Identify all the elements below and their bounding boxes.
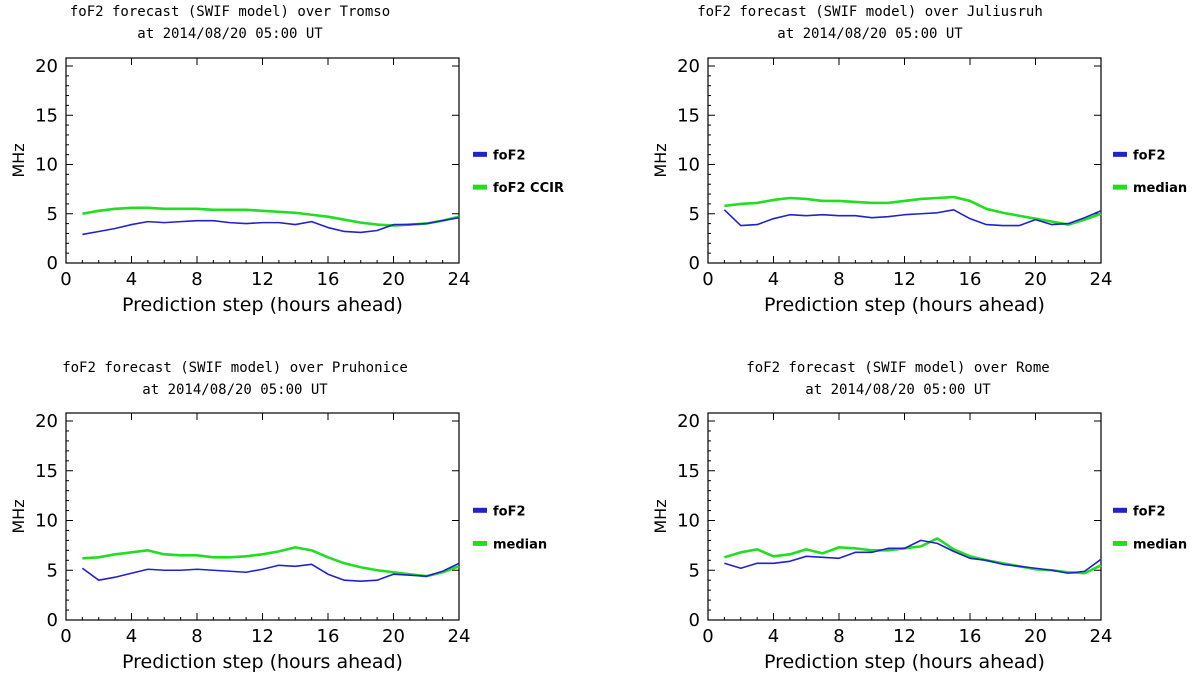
x-tick-label: 24	[448, 626, 471, 647]
y-tick-label: 20	[35, 411, 58, 432]
y-tick-label: 10	[677, 511, 700, 532]
legend-label: foF2	[493, 504, 526, 519]
chart-title: foF2 forecast (SWIF model) over Rome	[746, 360, 1049, 376]
legend-label: foF2	[1133, 148, 1166, 163]
x-tick-label: 0	[702, 269, 713, 290]
x-tick-label: 8	[191, 269, 202, 290]
y-tick-label: 15	[677, 461, 700, 482]
x-tick-label: 16	[959, 626, 982, 647]
plot-frame	[707, 57, 1102, 264]
y-tick-label: 15	[35, 461, 58, 482]
y-axis-label: MHz	[651, 499, 670, 533]
x-tick-label: 0	[60, 626, 71, 647]
y-axis-label: MHz	[9, 143, 28, 177]
y-tick-label: 0	[47, 610, 58, 631]
series-line-fof2	[724, 539, 1102, 575]
legend-label: foF2	[493, 148, 526, 163]
x-tick-label: 4	[126, 626, 137, 647]
legend-label: foF2 CCIR	[493, 181, 564, 196]
x-tick-label: 12	[251, 269, 274, 290]
x-tick-label: 0	[702, 626, 713, 647]
series-line-fof2-ccir	[82, 206, 460, 227]
y-tick-label: 20	[677, 56, 700, 77]
chart-panel-4: foF2 forecast (SWIF model) over Rome at 2…	[651, 360, 1187, 673]
y-axis-label: MHz	[651, 143, 670, 177]
chart-subtitle: at 2014/08/20 05:00 UT	[142, 382, 328, 398]
y-tick-label: 10	[35, 155, 58, 176]
x-tick-label: 12	[893, 269, 916, 290]
y-tick-label: 0	[689, 610, 700, 631]
legend-label: median	[1133, 537, 1187, 552]
y-tick-label: 20	[35, 56, 58, 77]
y-tick-label: 5	[47, 560, 58, 581]
chart-subtitle: at 2014/08/20 05:00 UT	[805, 382, 991, 398]
legend-label: median	[1133, 181, 1187, 196]
x-tick-label: 16	[317, 626, 340, 647]
x-tick-label: 4	[126, 269, 137, 290]
chart-panel-3: foF2 forecast (SWIF model) over Pruhonic…	[9, 360, 547, 673]
x-axis-label: Prediction step (hours ahead)	[122, 294, 403, 316]
x-tick-label: 24	[1090, 269, 1113, 290]
series-line-median	[723, 537, 1102, 575]
series-line-median	[724, 195, 1102, 226]
legend-label: median	[493, 537, 547, 552]
x-tick-label: 12	[251, 626, 274, 647]
plot-frame	[65, 57, 460, 264]
x-tick-label: 8	[191, 626, 202, 647]
y-tick-label: 5	[689, 560, 700, 581]
x-axis-label: Prediction step (hours ahead)	[764, 294, 1045, 316]
x-tick-label: 20	[382, 269, 405, 290]
chart-panel-2: foF2 forecast (SWIF model) over Juliusru…	[651, 4, 1187, 316]
x-tick-label: 4	[768, 269, 779, 290]
x-tick-label: 20	[1024, 626, 1047, 647]
plot-frame	[65, 412, 460, 621]
x-tick-label: 0	[60, 269, 71, 290]
x-tick-label: 20	[382, 626, 405, 647]
y-axis-label: MHz	[9, 499, 28, 533]
y-tick-label: 10	[35, 511, 58, 532]
y-tick-label: 5	[689, 204, 700, 225]
y-tick-label: 5	[47, 204, 58, 225]
plot-frame	[707, 412, 1102, 621]
x-tick-label: 24	[448, 269, 471, 290]
x-tick-label: 24	[1090, 626, 1113, 647]
x-tick-label: 4	[768, 626, 779, 647]
x-tick-label: 16	[317, 269, 340, 290]
x-axis-label: Prediction step (hours ahead)	[764, 651, 1045, 673]
y-tick-label: 10	[677, 155, 700, 176]
chart-subtitle: at 2014/08/20 05:00 UT	[777, 26, 963, 42]
series-line-median	[82, 546, 460, 578]
x-tick-label: 8	[833, 626, 844, 647]
chart-panel-1: foF2 forecast (SWIF model) over Tromso at…	[9, 4, 564, 316]
series-line-fof2	[81, 562, 460, 582]
chart-title: foF2 forecast (SWIF model) over Pruhonic…	[62, 360, 408, 376]
y-tick-label: 15	[35, 105, 58, 126]
x-tick-label: 12	[893, 626, 916, 647]
chart-title: foF2 forecast (SWIF model) over Juliusru…	[697, 4, 1043, 20]
x-tick-label: 8	[833, 269, 844, 290]
y-tick-label: 20	[677, 411, 700, 432]
x-tick-label: 20	[1024, 269, 1047, 290]
chart-subtitle: at 2014/08/20 05:00 UT	[137, 26, 323, 42]
y-tick-label: 0	[47, 253, 58, 274]
y-tick-label: 0	[689, 253, 700, 274]
legend-label: foF2	[1133, 504, 1166, 519]
x-axis-label: Prediction step (hours ahead)	[122, 651, 403, 673]
series-line-fof2	[82, 216, 460, 236]
y-tick-label: 15	[677, 105, 700, 126]
chart-title: foF2 forecast (SWIF model) over Tromso	[70, 4, 390, 20]
x-tick-label: 16	[959, 269, 982, 290]
series-line-fof2	[723, 209, 1102, 227]
